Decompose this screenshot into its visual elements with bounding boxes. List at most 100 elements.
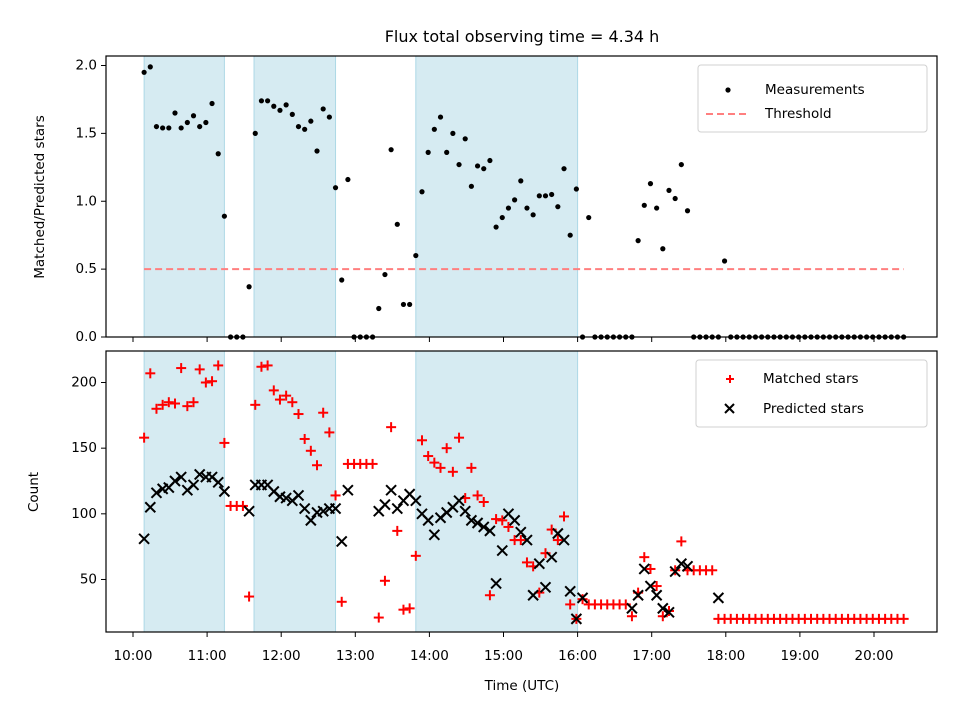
matched-point [478,497,489,508]
x-tick-label: 16:00 [558,648,597,664]
matched-point [639,552,650,563]
y-tick-label: 1.0 [76,193,97,209]
top-shaded-regions [143,55,579,338]
predicted-point [681,560,694,573]
measurement-point [666,187,672,193]
predicted-point [650,589,663,601]
chart-title: Flux total observing time = 4.34 h [385,27,660,46]
matched-point [207,376,218,387]
matched-point [441,443,452,454]
matched-point [250,399,261,410]
observing-interval [415,350,579,633]
measurement-point [456,161,462,168]
measurement-point [302,126,308,132]
matched-point [293,409,304,420]
matched-point [392,525,403,536]
predicted-point [570,613,583,625]
matched-point [373,612,384,623]
top-x-ticks [132,337,875,342]
predicted-point [533,558,546,570]
bottom-shaded-regions [143,350,579,633]
y-tick-label: 2.0 [76,58,97,74]
measurement-point [166,125,172,131]
legend-predicted-label: Predicted stars [763,401,864,417]
measurement-point [382,271,388,278]
measurement-point [481,166,487,172]
measurement-point [339,277,345,283]
legend-predicted-marker [724,403,735,414]
matched-point [200,377,211,388]
measurement-point [209,100,215,107]
predicted-point [218,485,231,498]
matched-point [423,451,434,462]
predicted-point [545,551,558,563]
measurement-point [499,214,505,221]
bottom-legend: Matched stars Predicted stars [695,359,928,428]
predicted-point [669,565,681,578]
matched-point [454,432,465,443]
matched-point [521,557,532,568]
measurement-point [332,185,339,191]
predicted-point [644,580,657,592]
measurement-point [215,151,221,157]
predicted-point [138,533,150,545]
predicted-point [150,487,163,499]
measurement-point [308,118,314,124]
matched-point [324,427,335,438]
measurement-point [184,119,190,126]
matched-point [287,397,298,408]
predicted-point [484,525,496,537]
measurement-point [524,205,530,211]
matched-point [410,550,421,561]
measurement-point [394,221,400,227]
observing-interval [415,55,579,338]
matched-point [151,403,162,414]
measurement-point [252,130,258,136]
predicted-point [508,514,521,527]
observing-interval [253,55,337,338]
measurement-point [530,212,536,218]
measurement-point [641,202,647,208]
predicted-point [391,502,403,515]
top-axes-frame [105,55,938,338]
matched-point [466,462,477,473]
predicted-point [329,502,342,515]
predicted-point [169,475,181,487]
bottom-x-ticks: 10:00 11:00 12:00 13:00 14:00 15:00 16:00 17:00… [114,632,893,664]
measurement-point [277,107,283,113]
predicted-point [478,521,490,533]
predicted-point [459,505,471,517]
measurement-point [462,136,468,142]
x-tick-label: 15:00 [484,648,523,664]
x-tick-label: 14:00 [410,648,449,664]
matched-point [169,398,180,409]
predicted-point [336,535,348,548]
matched-point [194,364,205,375]
measurement-point [567,232,573,238]
predicted-point [342,484,354,496]
predicted-point [638,563,650,575]
y-tick-label: 0.5 [76,261,97,277]
matched-point [157,399,168,410]
measurement-point [160,125,166,131]
measurement-point [413,252,419,259]
measurement-point [654,205,660,211]
measurement-point [289,111,295,117]
predicted-point [422,514,434,527]
measurement-point [271,103,277,109]
measurement-point [487,157,493,164]
predicted-point [632,589,644,601]
observing-interval [143,55,225,338]
predicted-point [379,498,391,511]
legend-matched-marker [726,375,734,383]
matched-point [565,599,576,610]
predicted-point [453,494,465,507]
measurement-point [647,181,654,187]
matched-point [244,591,255,602]
measurement-point [672,195,678,202]
x-tick-label: 12:00 [262,648,301,664]
matched-point [256,361,267,372]
matched-point [139,432,150,443]
measurement-point [265,98,271,104]
